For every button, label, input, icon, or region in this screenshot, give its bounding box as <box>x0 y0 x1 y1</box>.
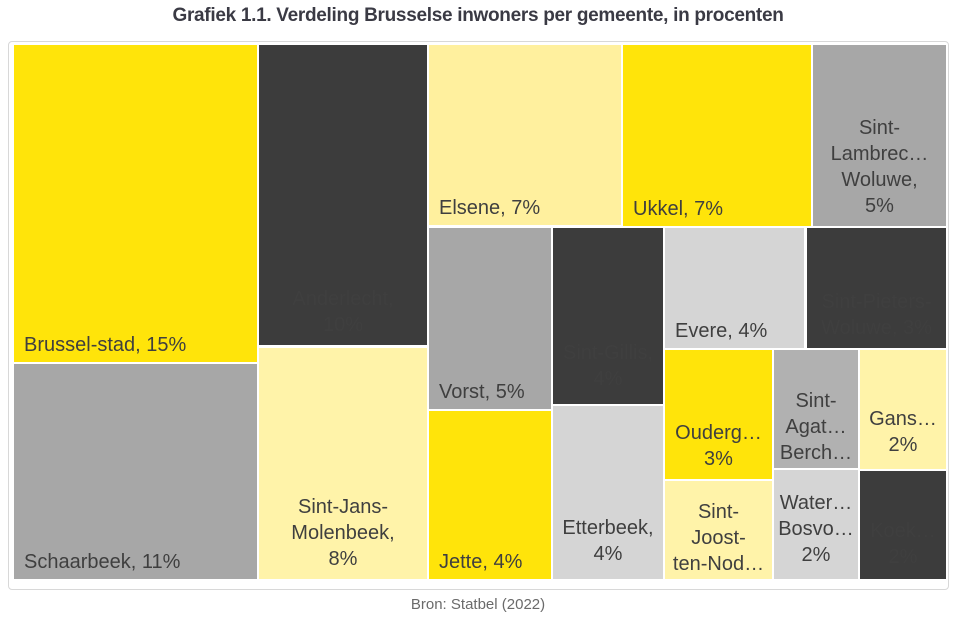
treemap-cell-ukkel[interactable]: Ukkel, 7% <box>623 45 811 226</box>
cell-label-line: Joost- <box>691 527 746 549</box>
cell-label-line: Bosvo… <box>778 518 854 540</box>
cell-label: Sint-Jans- Molenbeek, 8% <box>259 494 427 579</box>
treemap-cell-sint-joost-ten-node[interactable]: Sint- Joost- ten-Nod… <box>665 481 772 579</box>
cell-label: Vorst, 5% <box>429 379 551 409</box>
cell-label-line: 4% <box>593 368 623 390</box>
cell-label-line: Anderlecht, <box>292 288 394 310</box>
cell-label-line: Sint-Pieters- <box>821 291 932 313</box>
cell-label-line: Molenbeek, <box>291 522 395 544</box>
cell-label-line: Ukkel, 7% <box>633 198 724 220</box>
cell-label-line: 2% <box>888 434 918 456</box>
cell-label-line: Lambrec… <box>830 143 929 165</box>
treemap-cell-sint-pieters-woluwe[interactable]: Sint-Pieters- Woluwe, 3% <box>807 228 946 348</box>
treemap-cell-watermaal-bosvoorde[interactable]: Water… Bosvo… 2% <box>774 470 858 579</box>
cell-label-line: Vorst, 5% <box>439 381 525 403</box>
cell-label-line: 3% <box>704 448 733 470</box>
cell-label-line: Koek… <box>870 520 936 542</box>
cell-label-line: Agat… <box>785 416 847 438</box>
treemap-cell-koekelberg[interactable]: Koek… 2% <box>860 471 946 579</box>
cell-label: Anderlecht, 10% <box>259 286 427 345</box>
treemap-cell-sint-agatha-berchem[interactable]: Sint- Agat… Berch… <box>774 350 858 468</box>
treemap-cell-elsene[interactable]: Elsene, 7% <box>429 45 621 225</box>
treemap-cell-etterbeek[interactable]: Etterbeek, 4% <box>553 406 663 579</box>
treemap-cell-sint-lambrechts-woluwe[interactable]: Sint- Lambrec… Woluwe, 5% <box>813 45 946 226</box>
cell-label-line: 8% <box>328 548 358 570</box>
cell-label-line: Jette, 4% <box>439 551 523 573</box>
cell-label: Sint-Pieters- Woluwe, 3% <box>807 289 946 348</box>
treemap-cell-oudergem[interactable]: Ouderg… 3% <box>665 350 772 479</box>
treemap-cell-vorst[interactable]: Vorst, 5% <box>429 228 551 409</box>
cell-label: Koek… 2% <box>860 518 946 579</box>
chart-title: Grafiek 1.1. Verdeling Brusselse inwoner… <box>172 5 784 26</box>
cell-label-line: Sint- <box>697 501 740 523</box>
cell-label-line: Woluwe, <box>841 169 918 191</box>
cell-label-line: 4% <box>593 543 623 565</box>
treemap-cell-schaarbeek[interactable]: Schaarbeek, 11% <box>14 364 257 579</box>
cell-label: Elsene, 7% <box>429 195 621 225</box>
cell-label-line: Evere, 4% <box>675 320 768 342</box>
cell-label-line: ten-Nod… <box>672 553 765 575</box>
cell-label: Sint- Lambrec… Woluwe, 5% <box>813 115 946 226</box>
treemap-cell-sint-jans-molenbeek[interactable]: Sint-Jans- Molenbeek, 8% <box>259 348 427 579</box>
cell-label-line: Elsene, 7% <box>439 197 541 219</box>
cell-label: Schaarbeek, 11% <box>14 549 257 579</box>
cell-label-line: 5% <box>865 195 894 217</box>
treemap-cell-anderlecht[interactable]: Anderlecht, 10% <box>259 45 427 345</box>
treemap-cell-brussel-stad[interactable]: Brussel-stad, 15% <box>14 45 257 362</box>
cell-label: Sint-Gillis, 4% <box>553 340 663 404</box>
cell-label-line: Sint-Jans- <box>297 496 389 518</box>
cell-label-line: Woluwe, 3% <box>821 317 932 339</box>
cell-label: Water… Bosvo… 2% <box>774 490 858 579</box>
cell-label: Sint- Agat… Berch… <box>774 388 858 468</box>
cell-label-line: Sint- <box>795 390 837 412</box>
cell-label: Etterbeek, 4% <box>553 515 663 579</box>
treemap-cell-sint-gillis[interactable]: Sint-Gillis, 4% <box>553 228 663 404</box>
cell-label-line: 10% <box>322 314 364 336</box>
cell-label-line: Sint- <box>858 117 901 139</box>
cell-label-line: Schaarbeek, 11% <box>24 551 181 573</box>
chart-container: Brussel-stad, 15% Schaarbeek, 11% Anderl… <box>8 41 949 590</box>
cell-label: Evere, 4% <box>665 318 804 348</box>
cell-label-line: Gans… <box>869 408 937 430</box>
cell-label-line: Etterbeek, <box>562 517 654 539</box>
cell-label-line: Brussel-stad, 15% <box>24 334 187 356</box>
cell-label-line: Sint-Gillis, <box>562 342 653 364</box>
treemap-cell-ganshoren[interactable]: Gans… 2% <box>860 350 946 469</box>
cell-label: Ukkel, 7% <box>623 196 811 226</box>
cell-label-line: Ouderg… <box>675 422 762 444</box>
cell-label-line: 2% <box>801 544 831 566</box>
cell-label: Brussel-stad, 15% <box>14 332 257 362</box>
treemap-cell-evere[interactable]: Evere, 4% <box>665 228 804 348</box>
cell-label: Ouderg… 3% <box>665 420 772 479</box>
treemap-cell-jette[interactable]: Jette, 4% <box>429 411 551 579</box>
cell-label: Sint- Joost- ten-Nod… <box>665 499 772 579</box>
cell-label-line: Berch… <box>779 442 853 464</box>
cell-label: Gans… 2% <box>860 406 946 469</box>
treemap-plot-area: Brussel-stad, 15% Schaarbeek, 11% Anderl… <box>14 45 946 579</box>
cell-label-line: 2% <box>888 546 918 568</box>
source-caption: Bron: Statbel (2022) <box>410 596 546 613</box>
cell-label-line: Water… <box>779 492 853 514</box>
cell-label: Jette, 4% <box>429 549 551 579</box>
